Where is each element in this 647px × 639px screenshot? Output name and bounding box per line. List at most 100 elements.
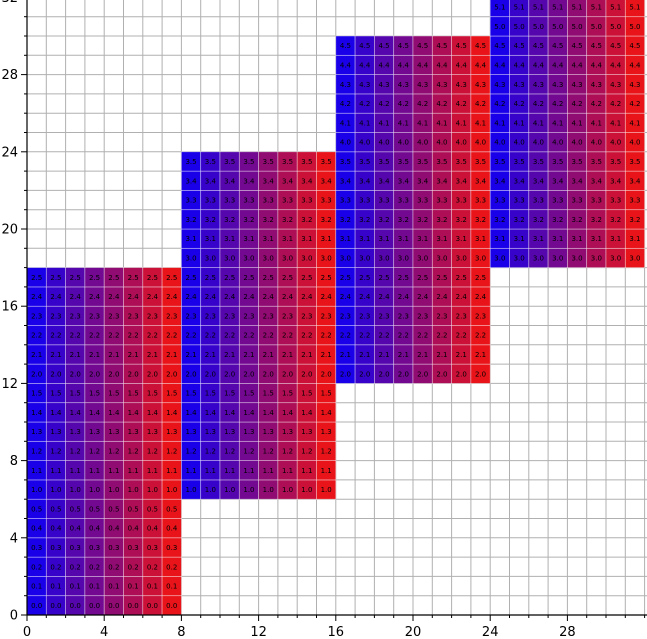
cell-value-label: 5.0 [514,23,525,31]
cell-value-label: 3.0 [378,254,389,262]
cell-value-label: 2.1 [147,351,158,359]
cell-value-label: 3.1 [571,235,582,243]
cell-value-label: 2.1 [166,351,177,359]
cell-value-label: 3.1 [456,235,467,243]
cell-value-label: 2.0 [147,370,158,378]
cell-value-label: 3.1 [224,235,235,243]
cell-value-label: 4.3 [340,81,351,89]
cell-value-label: 5.0 [494,23,505,31]
cell-value-label: 4.4 [417,61,429,69]
cell-value-label: 3.0 [514,254,525,262]
cell-value-label: 4.4 [571,61,583,69]
cell-value-label: 0.4 [166,525,178,533]
cell-value-label: 3.5 [378,158,389,166]
cell-value-label: 2.4 [417,293,429,301]
cell-value-label: 3.1 [436,235,447,243]
cell-value-label: 3.2 [629,216,640,224]
cell-value-label: 2.4 [50,293,62,301]
cell-value-label: 4.3 [591,81,602,89]
cell-value-label: 5.1 [610,4,621,12]
cell-value-label: 2.0 [50,370,61,378]
cell-value-label: 2.5 [417,274,428,282]
cell-value-label: 3.2 [340,216,351,224]
cell-value-label: 3.1 [398,235,409,243]
cell-value-label: 1.1 [166,467,177,475]
cell-value-label: 2.0 [243,370,254,378]
cell-value-label: 2.5 [147,274,158,282]
cell-value-label: 0.2 [50,563,61,571]
cell-value-label: 3.5 [456,158,467,166]
cell-value-label: 2.5 [436,274,447,282]
cell-value-label: 1.2 [70,447,81,455]
cell-value-label: 3.5 [494,158,505,166]
cell-value-label: 3.1 [610,235,621,243]
cell-value-label: 2.5 [243,274,254,282]
y-tick-label: 0 [10,609,18,624]
cell-value-label: 3.0 [321,254,332,262]
cell-value-label: 0.1 [70,583,81,591]
cell-value-label: 3.0 [475,254,486,262]
cell-value-label: 3.0 [456,254,467,262]
cell-value-label: 1.0 [205,486,216,494]
cell-value-label: 0.2 [128,563,139,571]
cell-value-label: 4.4 [340,61,352,69]
cell-value-label: 2.4 [70,293,82,301]
cell-value-label: 4.1 [378,119,389,127]
cell-value-label: 4.1 [591,119,602,127]
cell-value-label: 1.5 [282,390,293,398]
cell-value-label: 2.5 [359,274,370,282]
cell-value-label: 2.1 [398,351,409,359]
cell-value-label: 3.0 [417,254,428,262]
cell-value-label: 2.3 [166,312,177,320]
cell-value-label: 1.1 [282,467,293,475]
cell-value-label: 0.5 [147,505,158,513]
cell-value-label: 3.4 [378,177,390,185]
cell-value-label: 2.5 [224,274,235,282]
cell-value-label: 1.3 [70,428,81,436]
cell-value-label: 3.1 [475,235,486,243]
cell-value-label: 1.5 [205,390,216,398]
cell-value-label: 0.1 [147,583,158,591]
cell-value-label: 3.2 [456,216,467,224]
cell-value-label: 0.2 [147,563,158,571]
cell-value-label: 5.1 [571,4,582,12]
cell-value-label: 4.4 [456,61,468,69]
cell-value-label: 1.2 [108,447,119,455]
cells-layer: 0.0 0.0 0.0 0.0 0.0 0.0 0.0 0.0 0.1 0.1 0.1 0.1 0.1 0… [26,0,645,616]
cell-value-label: 2.3 [70,312,81,320]
cell-value-label: 2.4 [378,293,390,301]
cell-value-label: 1.1 [224,467,235,475]
cell-value-label: 3.2 [321,216,332,224]
cell-value-label: 3.1 [205,235,216,243]
cell-value-label: 0.4 [89,525,101,533]
cell-value-label: 0.4 [50,525,62,533]
cell-value-label: 3.4 [243,177,255,185]
cell-value-label: 2.4 [475,293,487,301]
cell-value-label: 2.2 [398,332,409,340]
cell-value-label: 1.4 [263,409,275,417]
cell-value-label: 3.5 [610,158,621,166]
cell-value-label: 4.1 [494,119,505,127]
cell-value-label: 4.2 [610,100,621,108]
cell-value-label: 5.1 [629,4,640,12]
cell-value-label: 2.3 [456,312,467,320]
cell-value-label: 3.0 [224,254,235,262]
cell-value-label: 1.4 [166,409,178,417]
cell-value-label: 2.3 [301,312,312,320]
cell-value-label: 1.1 [31,467,42,475]
cell-value-label: 3.5 [571,158,582,166]
cell-value-label: 3.3 [436,197,447,205]
cell-value-label: 3.4 [494,177,506,185]
cell-value-label: 3.4 [591,177,603,185]
cell-value-label: 4.2 [494,100,505,108]
cell-value-label: 3.0 [552,254,563,262]
cell-value-label: 3.0 [263,254,274,262]
cell-value-label: 2.1 [282,351,293,359]
cell-value-label: 2.0 [417,370,428,378]
cell-value-label: 4.4 [359,61,371,69]
cell-value-label: 2.4 [205,293,217,301]
cell-value-label: 2.4 [436,293,448,301]
cell-value-label: 3.4 [571,177,583,185]
cell-value-label: 1.2 [263,447,274,455]
cell-value-label: 3.2 [494,216,505,224]
